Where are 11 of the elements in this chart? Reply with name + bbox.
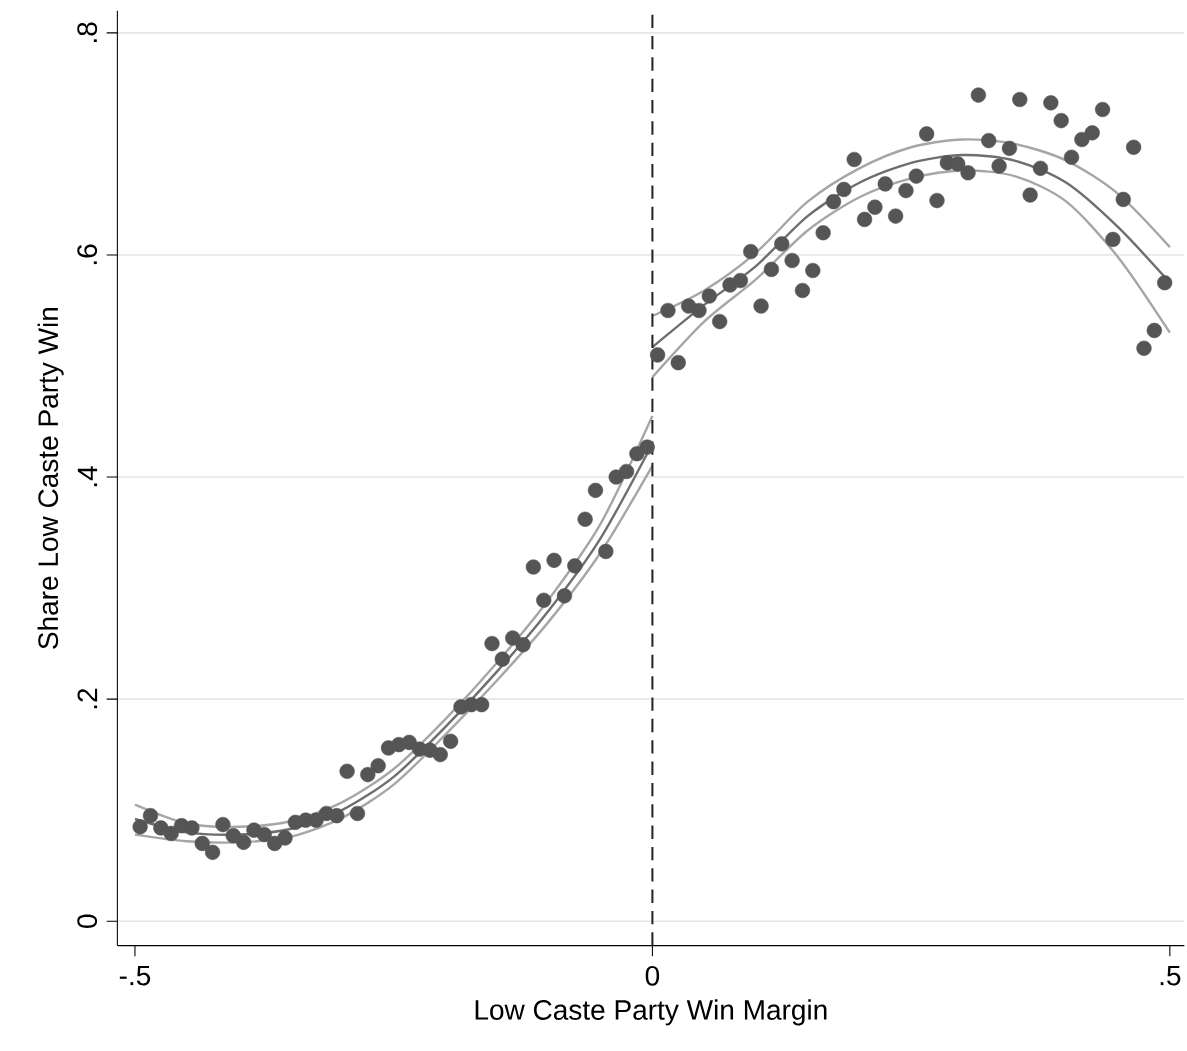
y-tick-label: .8 <box>77 22 98 43</box>
x-tick-label: .5 <box>1160 965 1181 986</box>
y-tick-label: .6 <box>77 244 98 265</box>
y-tick-label: .2 <box>77 688 98 709</box>
y-tick-label: .4 <box>77 466 98 487</box>
x-tick-label: 0 <box>645 965 660 986</box>
x-axis-title: Low Caste Party Win Margin <box>475 999 827 1026</box>
y-tick-label: 0 <box>77 914 98 928</box>
x-tick-label: -.5 <box>119 965 151 986</box>
y-axis-title: Share Low Caste Party Win <box>37 308 64 649</box>
line-series <box>651 138 1172 318</box>
